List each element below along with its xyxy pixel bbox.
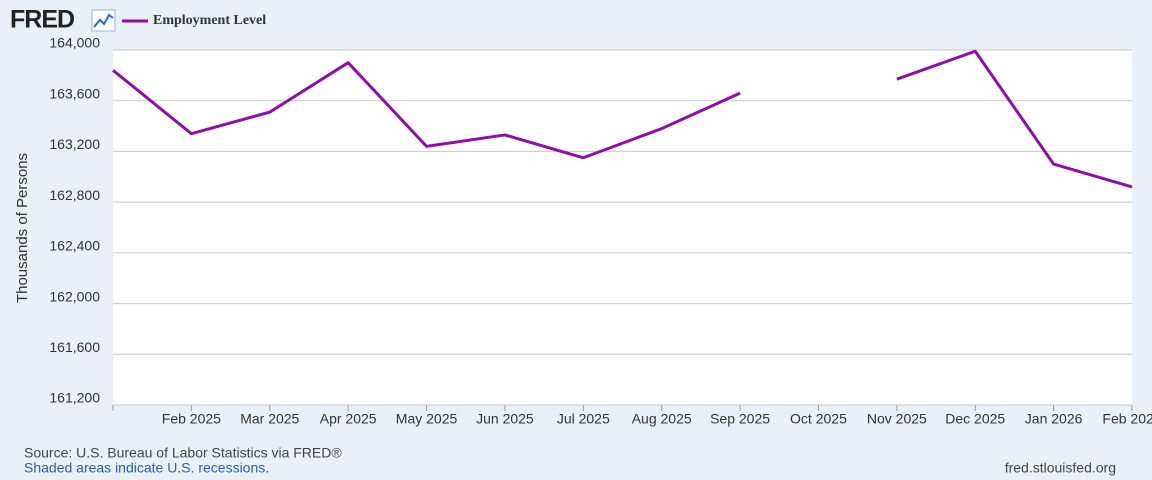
y-tick-label: 163,200 (49, 136, 100, 152)
x-tick-label: Jan 2026 (1025, 411, 1083, 427)
x-tick-label: Nov 2025 (867, 411, 927, 427)
y-tick-label: 162,800 (49, 187, 100, 203)
y-tick-label: 162,000 (49, 288, 100, 304)
y-tick-label: 161,600 (49, 339, 100, 355)
plot-area (113, 50, 1132, 405)
y-tick-label: 164,000 (49, 35, 100, 51)
logo-icon (91, 9, 116, 32)
x-tick-label: Jul 2025 (557, 411, 610, 427)
legend-label: Employment Level (153, 13, 266, 28)
x-tick-label: Mar 2025 (240, 411, 299, 427)
x-tick-label: May 2025 (396, 411, 458, 427)
credit: fred.stlouisfed.org (1005, 460, 1116, 476)
logo: FRED (10, 6, 74, 34)
x-tick-label: Oct 2025 (790, 411, 847, 427)
x-tick-label: Apr 2025 (320, 411, 377, 427)
x-tick-label: Sep 2025 (710, 411, 770, 427)
x-tick-label: Dec 2025 (945, 411, 1005, 427)
x-tick-label: Aug 2025 (632, 411, 692, 427)
y-tick-label: 161,200 (49, 390, 100, 406)
x-tick-label: Jun 2025 (476, 411, 534, 427)
y-tick-label: 163,600 (49, 85, 100, 101)
series-line (896, 49, 1133, 189)
y-tick-label: 162,400 (49, 238, 100, 254)
y-axis-label: Thousands of Persons (14, 153, 31, 303)
note: Shaded areas indicate U.S. recessions. (24, 460, 269, 476)
x-tick-label: Feb 2026 (1102, 411, 1152, 427)
source: Source: U.S. Bureau of Labor Statistics … (24, 445, 342, 461)
series-line (112, 61, 741, 160)
x-tick-label: Feb 2025 (162, 411, 221, 427)
